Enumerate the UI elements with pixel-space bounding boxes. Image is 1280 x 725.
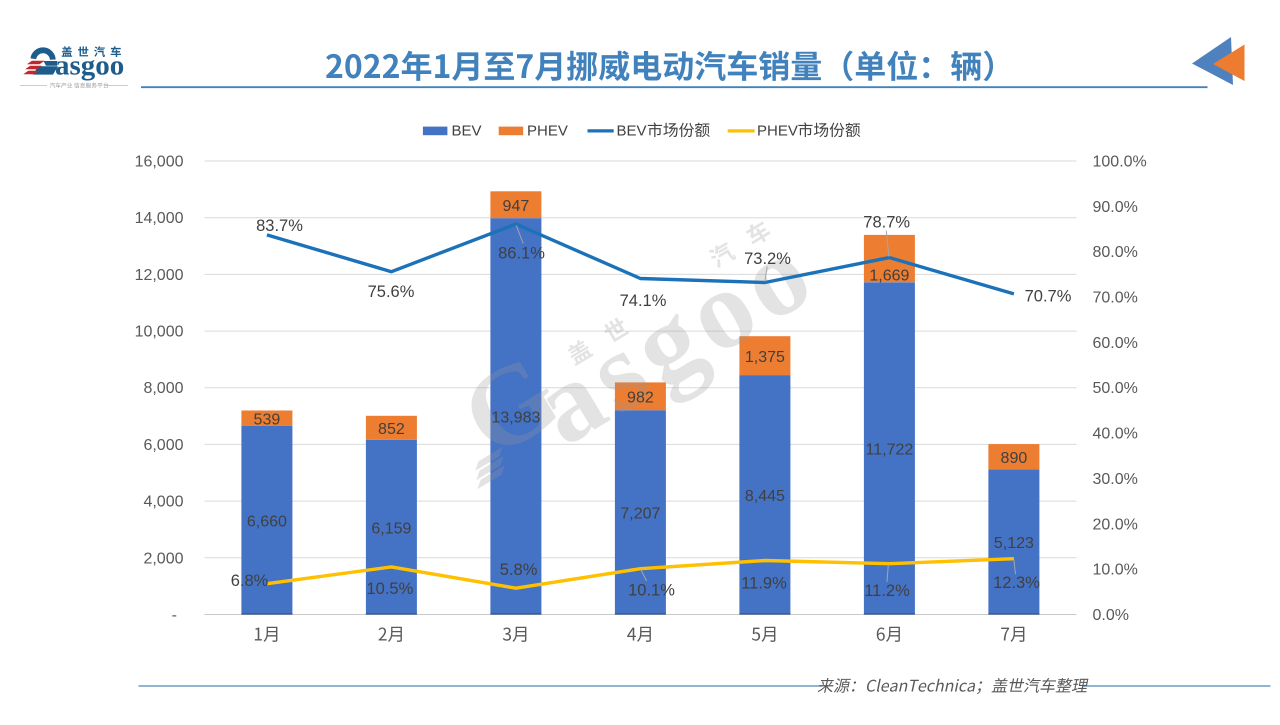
svg-text:6,159: 6,159 (371, 520, 411, 537)
svg-text:PHEV: PHEV (527, 123, 568, 140)
svg-text:83.7%: 83.7% (256, 217, 303, 235)
svg-text:539: 539 (254, 411, 281, 428)
svg-text:8,445: 8,445 (745, 488, 785, 505)
svg-text:100.0%: 100.0% (1093, 154, 1147, 171)
svg-text:PHEV: PHEV (757, 123, 798, 140)
svg-text:1,669: 1,669 (869, 268, 909, 285)
svg-text:70.0%: 70.0% (1093, 290, 1138, 307)
svg-text:12.3%: 12.3% (993, 574, 1040, 592)
svg-text:20.0%: 20.0% (1093, 516, 1138, 533)
svg-text:BEV: BEV (452, 123, 482, 140)
svg-text:70.7%: 70.7% (1025, 288, 1072, 306)
svg-text:7,207: 7,207 (620, 506, 660, 523)
svg-text:80.0%: 80.0% (1093, 244, 1138, 261)
svg-text:40.0%: 40.0% (1093, 426, 1138, 443)
svg-text:73.2%: 73.2% (744, 250, 791, 268)
svg-text:asgoo: asgoo (55, 50, 124, 82)
svg-text:4,000: 4,000 (143, 494, 183, 511)
svg-text:11,722: 11,722 (866, 442, 914, 459)
svg-text:90.0%: 90.0% (1093, 199, 1138, 216)
svg-text:982: 982 (627, 390, 654, 407)
svg-text:74.1%: 74.1% (620, 292, 667, 310)
svg-text:14,000: 14,000 (135, 210, 184, 227)
svg-text:30.0%: 30.0% (1093, 471, 1138, 488)
svg-text:10.0%: 10.0% (1093, 562, 1138, 579)
svg-text:BEV: BEV (617, 123, 647, 140)
svg-text:10.5%: 10.5% (367, 580, 414, 598)
svg-text:60.0%: 60.0% (1093, 335, 1138, 352)
svg-text:5.8%: 5.8% (500, 561, 538, 579)
svg-text:86.1%: 86.1% (498, 245, 545, 263)
svg-text:13,983: 13,983 (491, 410, 540, 427)
svg-text:16,000: 16,000 (135, 154, 184, 171)
svg-text:6,660: 6,660 (247, 513, 287, 530)
svg-text:1,375: 1,375 (745, 349, 785, 366)
svg-text:78.7%: 78.7% (863, 214, 910, 232)
svg-text:0.0%: 0.0% (1093, 607, 1129, 624)
svg-text:50.0%: 50.0% (1093, 380, 1138, 397)
svg-text:5,123: 5,123 (994, 535, 1034, 552)
svg-text:890: 890 (1001, 450, 1028, 467)
svg-text:6,000: 6,000 (143, 437, 183, 454)
svg-text:75.6%: 75.6% (368, 283, 415, 301)
svg-text:2,000: 2,000 (143, 550, 183, 567)
svg-text:11.2%: 11.2% (864, 582, 910, 600)
svg-text:11.9%: 11.9% (741, 575, 787, 593)
svg-text:6.8%: 6.8% (231, 572, 269, 590)
svg-text:10,000: 10,000 (135, 324, 184, 341)
svg-text:12,000: 12,000 (135, 267, 184, 284)
svg-text:852: 852 (378, 421, 405, 438)
svg-text:10.1%: 10.1% (628, 582, 675, 600)
svg-text:947: 947 (503, 198, 530, 215)
svg-text:8,000: 8,000 (143, 380, 183, 397)
svg-text:-: - (172, 607, 177, 624)
